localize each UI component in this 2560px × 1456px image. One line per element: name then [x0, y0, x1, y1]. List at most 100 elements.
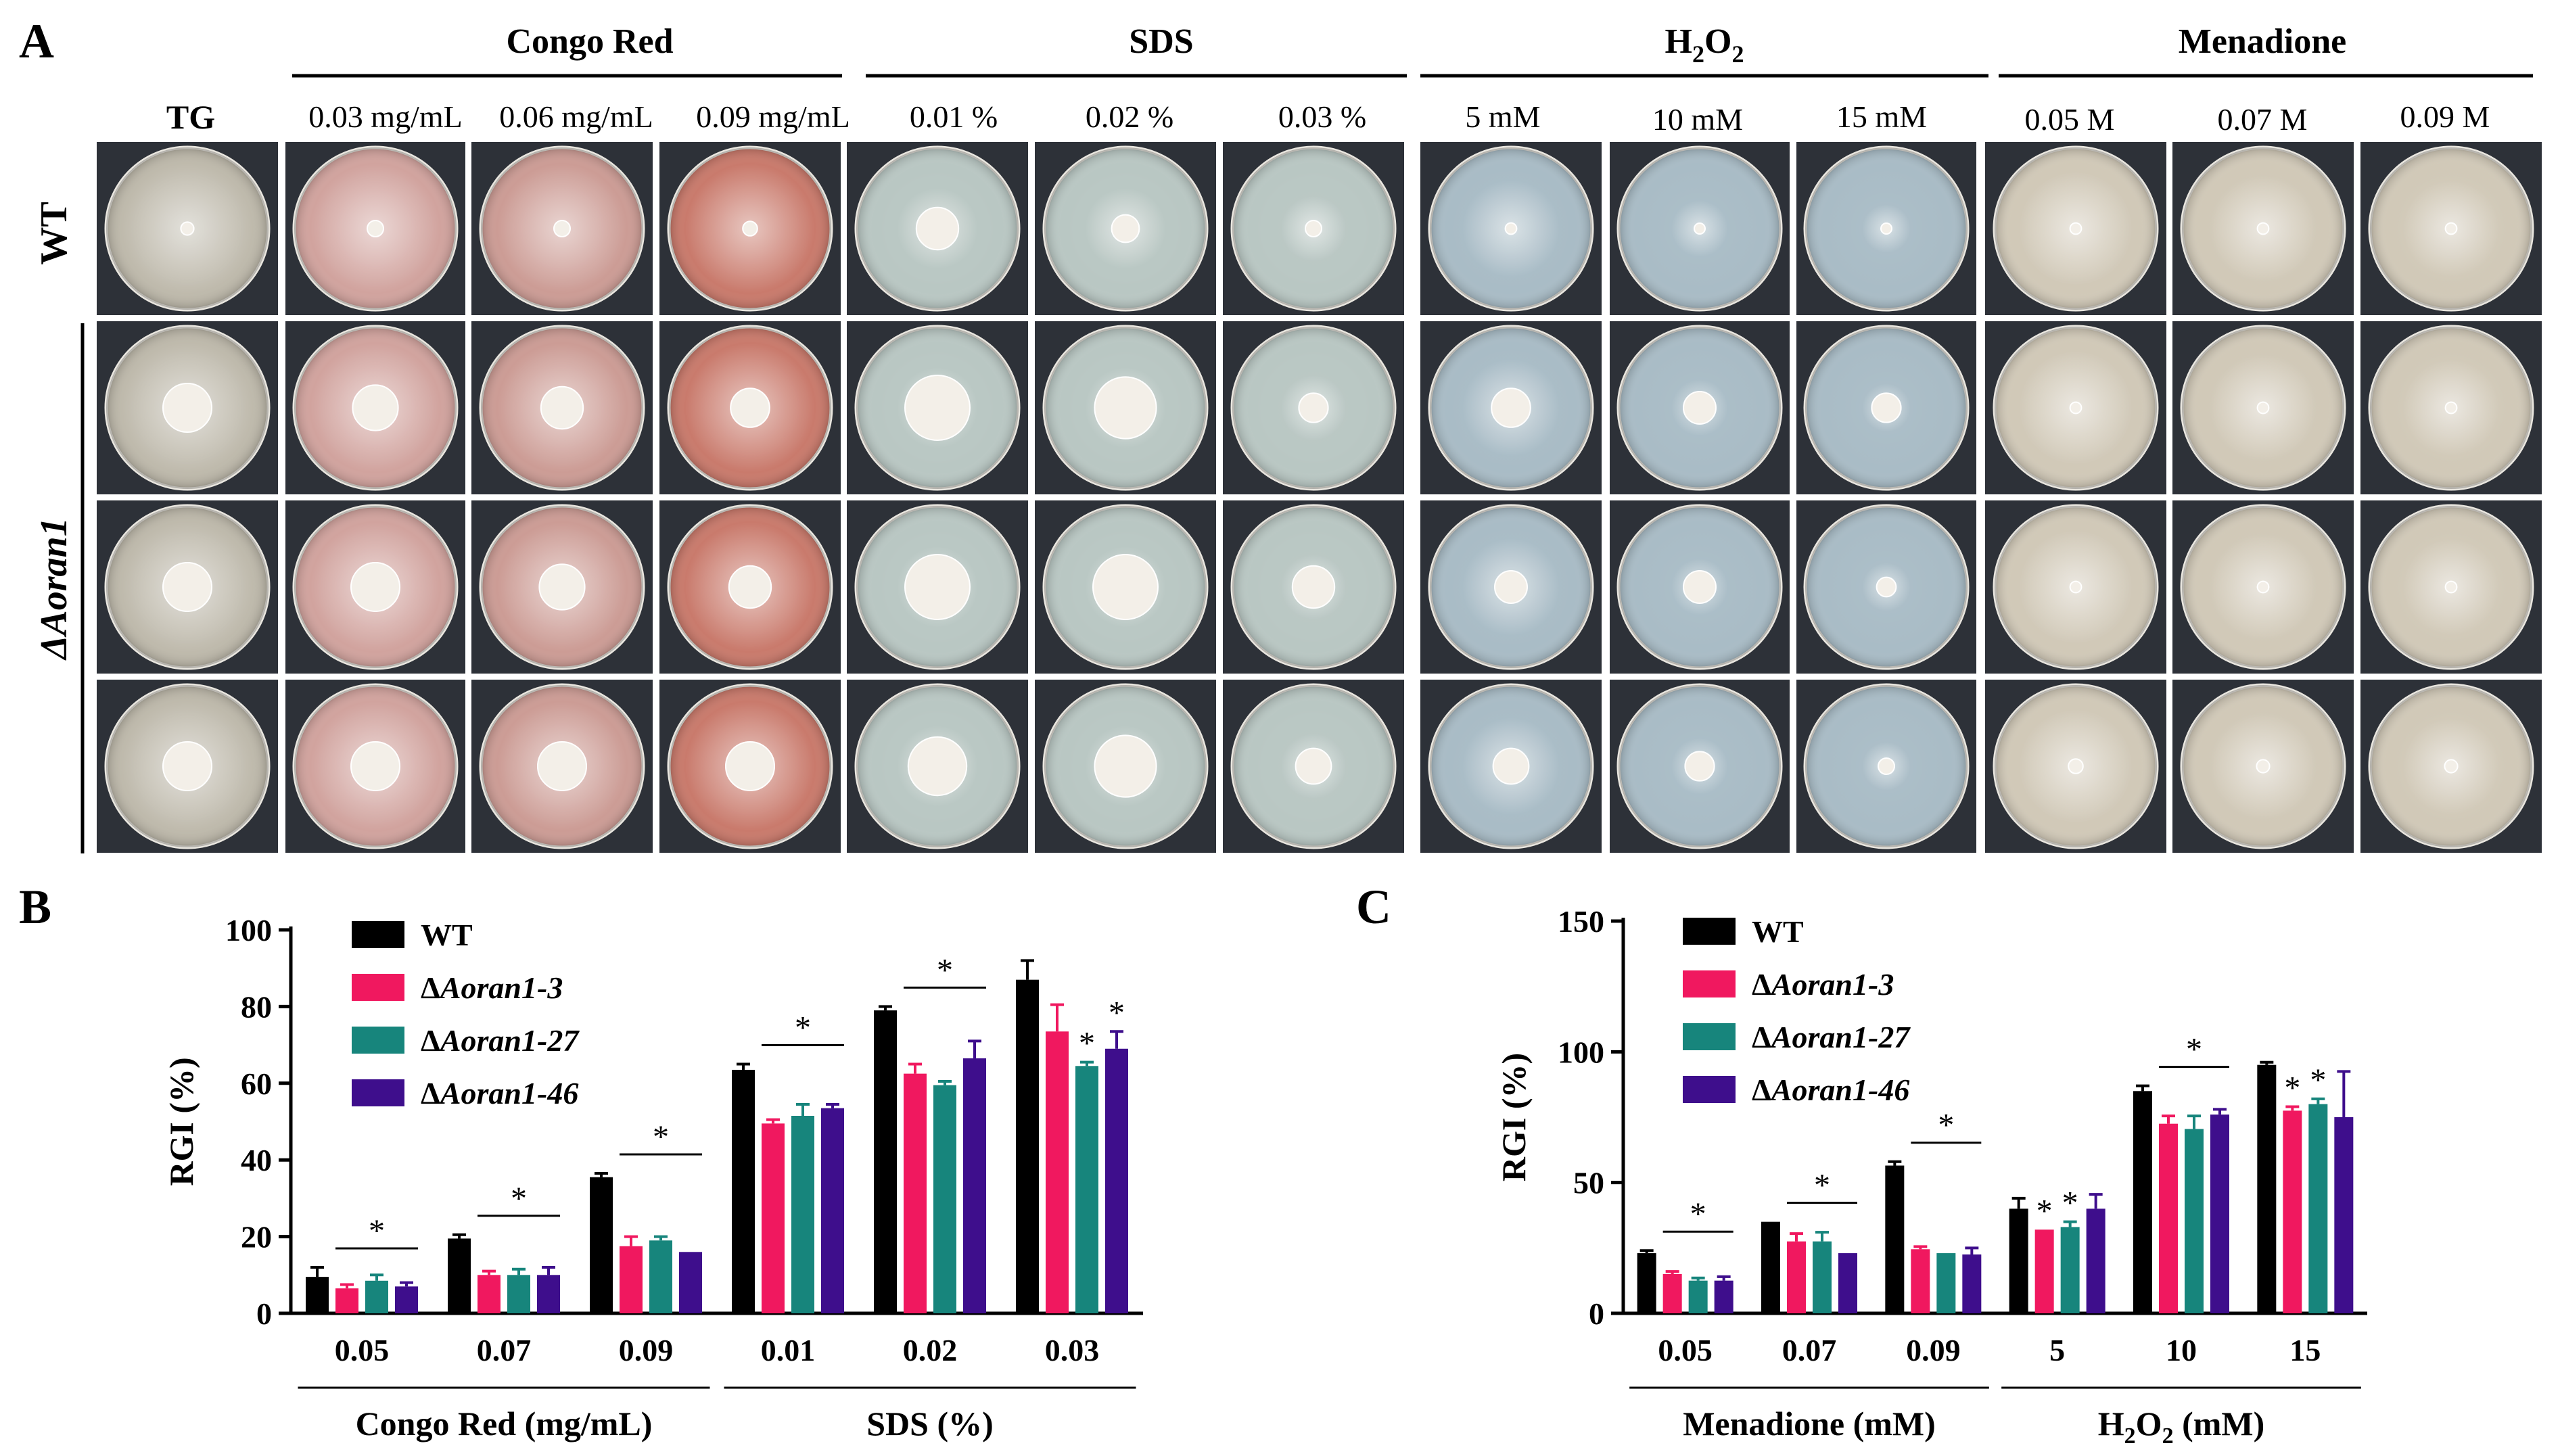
- condition-label-tg: TG: [166, 98, 215, 136]
- fungal-colony: [1871, 392, 1902, 423]
- y-tick-label: 60: [241, 1066, 272, 1101]
- fungal-colony: [1111, 214, 1140, 243]
- bar: [590, 1177, 613, 1313]
- condition-label: 15 mM: [1836, 99, 1927, 134]
- legend-label: WT: [421, 918, 473, 952]
- legend-swatch: [1683, 1076, 1736, 1103]
- fungal-colony: [2444, 401, 2458, 415]
- y-tick-label: 0: [1589, 1296, 1604, 1331]
- bar: [2185, 1129, 2204, 1313]
- group-axis-label: SDS (%): [866, 1405, 994, 1442]
- significance-asterisk: *: [2037, 1193, 2053, 1229]
- legend-label: WT: [1752, 914, 1804, 949]
- group-label-congo-red: Congo Red: [506, 22, 673, 61]
- bar: [2009, 1208, 2028, 1313]
- legend-swatch: [1683, 970, 1736, 997]
- fungal-colony: [1092, 554, 1159, 620]
- condition-label: 0.02 %: [1086, 99, 1173, 134]
- bar: [2086, 1208, 2105, 1313]
- bar: [791, 1115, 814, 1313]
- y-tick-label: 0: [256, 1296, 272, 1331]
- fungal-colony: [352, 384, 399, 431]
- bar: [2060, 1227, 2080, 1313]
- bar: [821, 1108, 844, 1313]
- x-tick-label: 0.03: [1045, 1333, 1100, 1367]
- fungal-colony: [1298, 392, 1329, 423]
- condition-label: 0.06 mg/mL: [499, 99, 653, 134]
- legend-label: ΔAoran1-27: [421, 1023, 580, 1058]
- bar: [1714, 1280, 1733, 1313]
- fungal-colony: [907, 736, 968, 797]
- condition-label: 0.03 %: [1278, 99, 1366, 134]
- bar: [2159, 1123, 2178, 1313]
- bar: [874, 1010, 897, 1313]
- fungal-colony: [1492, 747, 1530, 785]
- y-tick-label: 80: [241, 989, 272, 1024]
- bar: [679, 1252, 702, 1313]
- fungal-colony: [1305, 220, 1322, 237]
- fungal-colony: [1491, 388, 1531, 428]
- significance-asterisk: *: [1079, 1026, 1095, 1062]
- group-axis-label: H2O2 (mM): [2098, 1405, 2264, 1449]
- panel-a-label: A: [19, 14, 54, 68]
- bar: [1813, 1241, 1832, 1313]
- legend-swatch: [352, 921, 404, 948]
- bar: [1105, 1048, 1128, 1313]
- significance-asterisk: *: [1938, 1108, 1954, 1144]
- fungal-colony: [1291, 565, 1336, 609]
- fungal-colony: [540, 385, 584, 430]
- bar: [448, 1238, 471, 1313]
- fungal-colony: [2256, 222, 2270, 235]
- bar: [335, 1288, 358, 1313]
- y-tick-label: 20: [241, 1220, 272, 1254]
- fungal-colony: [2444, 759, 2459, 774]
- significance-asterisk: *: [2186, 1032, 2202, 1068]
- legend-label: ΔAoran1-3: [1752, 967, 1894, 1002]
- bar: [1962, 1254, 1982, 1313]
- x-tick-label: 10: [2166, 1333, 2197, 1367]
- chart-b: 0 20 40 60 80 100 RGI (%) 0.05 0.07 0.09 0.01 0.02 0…: [162, 913, 1143, 1442]
- fungal-colony: [538, 563, 586, 611]
- fungal-colony: [537, 741, 587, 791]
- bar: [732, 1069, 755, 1313]
- bar: [1046, 1031, 1069, 1313]
- fungal-colony: [367, 220, 384, 237]
- x-tick-label: 0.05: [335, 1333, 390, 1367]
- fungal-colony: [162, 741, 212, 791]
- bar: [2210, 1114, 2229, 1313]
- fungal-colony: [2069, 401, 2082, 415]
- fungal-colony: [350, 562, 400, 612]
- bar: [762, 1123, 785, 1313]
- legend-swatch: [352, 974, 404, 1001]
- significance-asterisk: *: [2284, 1071, 2300, 1106]
- legend-swatch: [1683, 918, 1736, 945]
- fungal-colony: [553, 220, 571, 237]
- fungal-colony: [1876, 576, 1897, 598]
- plate-grid: [97, 142, 2542, 853]
- fungal-colony: [904, 554, 971, 620]
- x-tick-label: 0.01: [761, 1333, 816, 1367]
- bar: [1838, 1253, 1857, 1313]
- fungal-colony: [1684, 751, 1715, 782]
- fungal-colony: [2444, 580, 2458, 594]
- fungal-colony: [742, 220, 758, 237]
- significance-asterisk: *: [1814, 1168, 1830, 1204]
- legend-label: ΔAoran1-46: [1752, 1073, 1909, 1107]
- x-tick-label: 0.05: [1658, 1333, 1713, 1367]
- group-axis-label: Congo Red (mg/mL): [356, 1405, 653, 1442]
- legend-label: ΔAoran1-3: [421, 970, 563, 1005]
- legend-swatch: [352, 1079, 404, 1106]
- fungal-colony: [350, 741, 400, 791]
- legend-label: ΔAoran1-46: [421, 1076, 578, 1110]
- bar: [1761, 1221, 1780, 1313]
- y-tick-label: 50: [1573, 1166, 1604, 1200]
- bar: [507, 1275, 530, 1313]
- significance-asterisk: *: [369, 1213, 385, 1249]
- condition-label: 0.07 M: [2218, 102, 2308, 137]
- y-tick-label: 40: [241, 1143, 272, 1177]
- significance-asterisk: *: [937, 952, 953, 988]
- bar: [1075, 1066, 1098, 1313]
- x-tick-label: 0.09: [1906, 1333, 1961, 1367]
- x-tick-label: 15: [2289, 1333, 2321, 1367]
